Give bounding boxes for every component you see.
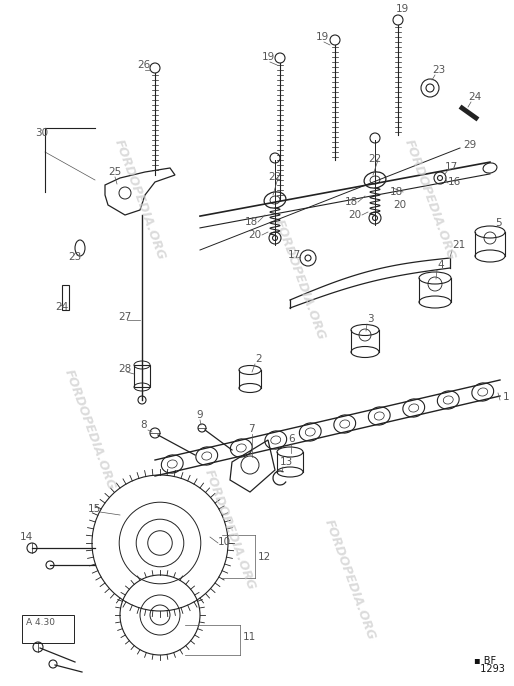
Text: 6: 6	[288, 434, 295, 444]
Text: 2: 2	[255, 354, 262, 364]
Bar	[134, 365, 150, 387]
Text: 20: 20	[393, 200, 406, 210]
Text: 4: 4	[437, 260, 444, 270]
Text: 25: 25	[108, 167, 121, 177]
Text: FORDOPEDIA.ORG: FORDOPEDIA.ORG	[62, 368, 118, 492]
Text: 11: 11	[243, 632, 256, 642]
Text: 18: 18	[345, 197, 358, 207]
Text: 18: 18	[390, 187, 403, 197]
Bar	[62, 285, 69, 310]
Text: 12: 12	[258, 552, 271, 562]
Text: 24: 24	[468, 92, 481, 102]
Text: FORDOPEDIA.ORG: FORDOPEDIA.ORG	[202, 468, 258, 592]
Text: 10: 10	[218, 537, 231, 547]
Text: FORDOPEDIA.ORG: FORDOPEDIA.ORG	[112, 138, 168, 262]
Text: 22: 22	[368, 154, 381, 164]
Text: 23: 23	[432, 65, 445, 75]
Text: FORDOPEDIA.ORG: FORDOPEDIA.ORG	[402, 138, 458, 262]
Text: 24: 24	[55, 302, 68, 312]
Bar	[22, 615, 74, 643]
Text: 3: 3	[367, 314, 374, 324]
Text: A 4.30: A 4.30	[26, 618, 55, 627]
Text: FORDOPEDIA.ORG: FORDOPEDIA.ORG	[322, 518, 378, 642]
Text: 14: 14	[20, 532, 33, 542]
Text: 30: 30	[35, 128, 48, 138]
Text: 9: 9	[196, 410, 203, 420]
Text: 13: 13	[280, 457, 293, 467]
Text: 28: 28	[118, 364, 131, 374]
Text: 16: 16	[448, 177, 461, 187]
Text: 23: 23	[68, 252, 81, 262]
Text: 19: 19	[316, 32, 329, 42]
Text: 27: 27	[118, 312, 131, 322]
Text: 5: 5	[495, 218, 502, 228]
Text: 7: 7	[248, 424, 254, 434]
Text: 1: 1	[503, 392, 509, 402]
Text: 17: 17	[445, 162, 458, 172]
Text: 19: 19	[262, 52, 276, 62]
Text: 1293: 1293	[474, 664, 505, 674]
Text: 20: 20	[248, 230, 261, 240]
Text: 26: 26	[137, 60, 150, 70]
Text: 20: 20	[348, 210, 361, 220]
Text: 18: 18	[245, 217, 258, 227]
Text: 17: 17	[288, 250, 301, 260]
Text: 22: 22	[268, 172, 281, 182]
Text: 8: 8	[140, 420, 146, 430]
Text: 15: 15	[88, 504, 101, 514]
Text: 29: 29	[463, 140, 476, 150]
Text: ▪ BF: ▪ BF	[474, 656, 496, 666]
Text: FORDOPEDIA.ORG: FORDOPEDIA.ORG	[272, 218, 328, 342]
Text: 19: 19	[396, 4, 409, 14]
Text: 21: 21	[452, 240, 465, 250]
